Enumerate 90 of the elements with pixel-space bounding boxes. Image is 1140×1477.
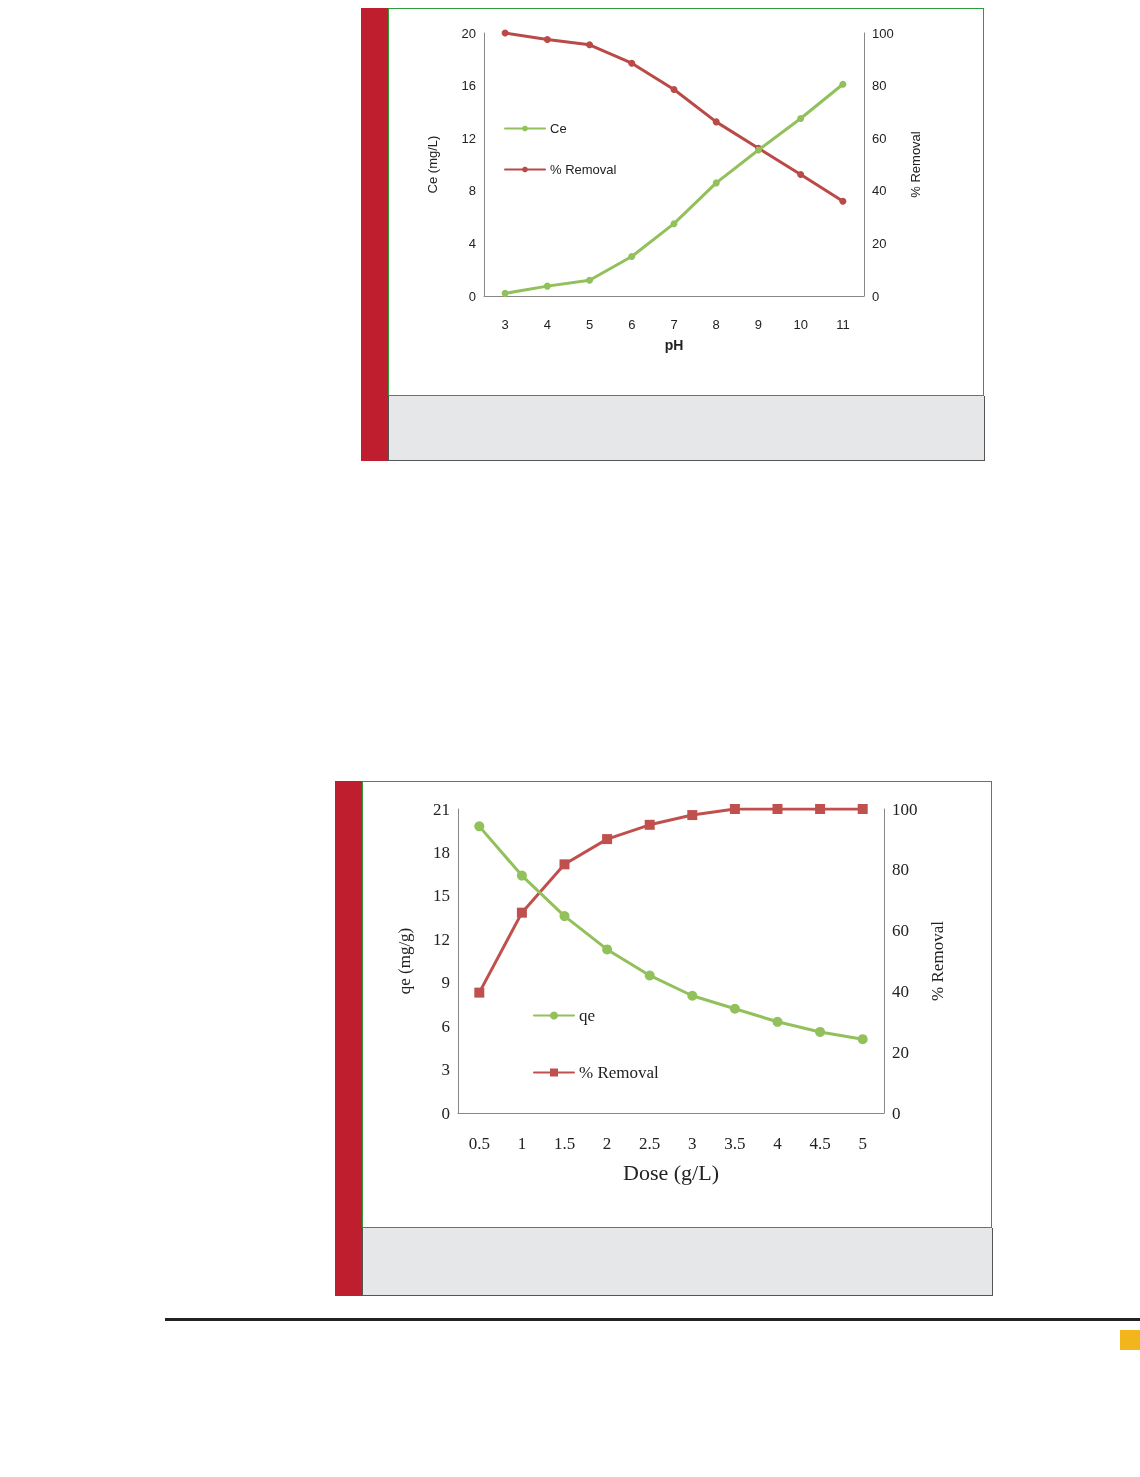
- point: [474, 987, 485, 998]
- y2-tick-label: 20: [892, 1042, 909, 1062]
- legend-label: Ce: [550, 121, 567, 136]
- y2-tick-label: 60: [872, 130, 887, 146]
- y2-tick-label: 40: [892, 981, 909, 1001]
- y-tick-label: 3: [441, 1060, 450, 1080]
- y-tick-label: 9: [441, 973, 450, 993]
- point: [602, 834, 613, 845]
- x-tick-label: 11: [836, 317, 850, 332]
- point: [839, 80, 847, 88]
- x-axis-title: pH: [664, 337, 684, 353]
- x-tick-label: 5: [585, 317, 594, 332]
- y-axis-title: qe (mg/g): [395, 927, 414, 995]
- y-tick-label: 8: [468, 183, 476, 199]
- x-tick-label: 4: [543, 317, 551, 332]
- y2-tick-label: 0: [872, 288, 880, 304]
- y2-tick-label: 80: [872, 78, 887, 94]
- point: [543, 36, 551, 44]
- point: [772, 804, 783, 814]
- y2-tick-label: 20: [872, 235, 887, 251]
- x-tick-label: 3.5: [724, 1134, 746, 1153]
- x-tick-label: 0.5: [468, 1134, 490, 1153]
- x-tick-label: 4.5: [809, 1134, 831, 1153]
- point: [501, 289, 509, 297]
- point: [602, 944, 613, 955]
- point: [797, 171, 805, 178]
- x-tick-label: 3: [688, 1134, 697, 1153]
- y2-tick-label: 0: [892, 1103, 901, 1123]
- y2-tick-label: 100: [872, 25, 894, 41]
- y-tick-label: 12: [433, 929, 450, 949]
- x-tick-label: 3: [501, 317, 509, 332]
- point: [628, 253, 636, 261]
- y2-axis-title: % Removal: [928, 920, 947, 1001]
- y-tick-label: 20: [461, 25, 476, 41]
- legend-label: qe: [579, 1006, 596, 1025]
- x-axis-title: Dose (g/L): [623, 1159, 719, 1185]
- point: [559, 911, 570, 922]
- point: [712, 179, 720, 187]
- y-tick-label: 16: [461, 78, 476, 94]
- point: [474, 821, 485, 832]
- x-tick-label: 9: [754, 317, 763, 332]
- point: [857, 804, 868, 814]
- point: [644, 819, 655, 830]
- y-tick-label: 6: [441, 1016, 450, 1036]
- x-tick-label: 4: [773, 1134, 783, 1153]
- point: [729, 804, 740, 814]
- x-tick-label: 2.5: [639, 1134, 661, 1153]
- y-tick-label: 21: [433, 799, 450, 819]
- point: [729, 1003, 740, 1014]
- point: [559, 859, 570, 870]
- point: [586, 41, 594, 49]
- point: [687, 990, 698, 1001]
- y-axis-title: Ce (mg/L): [425, 135, 440, 194]
- x-tick-label: 8: [712, 317, 720, 332]
- y2-tick-label: 80: [892, 860, 909, 880]
- point: [687, 810, 698, 821]
- y-tick-label: 0: [441, 1103, 450, 1123]
- legend-label: % Removal: [550, 162, 617, 177]
- point: [516, 907, 527, 918]
- y-tick-label: 12: [461, 130, 476, 146]
- point: [586, 276, 594, 284]
- point: [815, 1026, 826, 1037]
- point: [543, 282, 551, 290]
- x-tick-label: 7: [670, 317, 678, 332]
- y-tick-label: 0: [468, 288, 476, 304]
- x-tick-label: 6: [628, 317, 636, 332]
- point: [670, 86, 678, 94]
- x-tick-label: 2: [602, 1134, 612, 1153]
- x-tick-label: 5: [858, 1134, 867, 1153]
- y-tick-label: 18: [433, 842, 450, 862]
- x-tick-label: 1.5: [553, 1134, 576, 1153]
- y-tick-label: 15: [433, 886, 450, 906]
- point: [712, 118, 720, 126]
- x-tick-label: 1: [517, 1134, 527, 1153]
- point: [857, 1034, 868, 1045]
- point: [839, 197, 847, 205]
- point: [772, 1016, 783, 1027]
- y2-tick-label: 40: [872, 183, 887, 199]
- y2-axis-title: % Removal: [908, 131, 923, 198]
- y-tick-label: 4: [468, 235, 476, 251]
- point: [644, 970, 655, 981]
- point: [670, 220, 678, 228]
- x-tick-label: 10: [793, 317, 808, 332]
- legend-label: % Removal: [579, 1063, 660, 1082]
- point: [815, 804, 826, 814]
- point: [797, 114, 805, 122]
- point: [516, 870, 527, 881]
- y2-tick-label: 100: [892, 799, 918, 819]
- y2-tick-label: 60: [892, 921, 909, 941]
- point: [628, 59, 636, 67]
